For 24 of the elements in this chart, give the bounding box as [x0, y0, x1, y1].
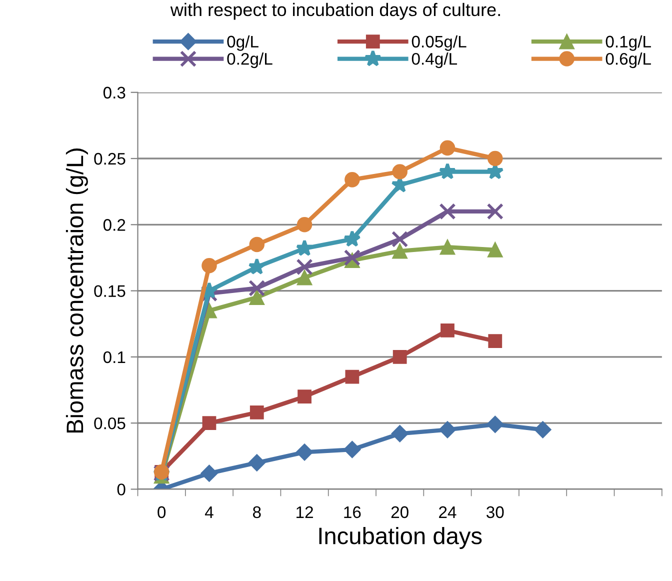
legend-label: 0.05g/L: [412, 35, 466, 51]
x-tick-label: 4: [204, 506, 214, 518]
y-tick-label: 0.3: [103, 86, 126, 99]
x-tick-label: 24: [439, 506, 456, 518]
legend-label: 0g/L: [227, 35, 258, 51]
x-tick-label: 12: [296, 506, 313, 518]
y-tick-label: 0.05: [94, 417, 126, 430]
x-tick-label: 8: [252, 506, 261, 518]
y-tick-label: 0.1: [103, 351, 126, 364]
y-tick-label: 0: [117, 484, 126, 496]
y-axis-title: Biomass concentraion (g/L): [66, 148, 88, 433]
y-tick-label: 0.25: [94, 152, 126, 165]
x-tick-label: 16: [344, 506, 361, 518]
x-axis-title: Incubation days: [319, 526, 482, 549]
y-tick-label: 0.2: [103, 219, 126, 231]
chart-title: with respect to incubation days of culture.: [170, 2, 500, 20]
legend-label: 0.4g/L: [412, 52, 458, 68]
legend-label: 0.2g/L: [227, 52, 272, 68]
y-tick-label: 0.15: [94, 285, 126, 297]
legend-label: 0.1g/L: [606, 35, 651, 51]
x-tick-label: 30: [486, 506, 504, 518]
x-tick-label: 0: [158, 506, 166, 518]
legend-label: 0.6g/L: [606, 52, 651, 68]
x-tick-label: 20: [391, 506, 408, 518]
